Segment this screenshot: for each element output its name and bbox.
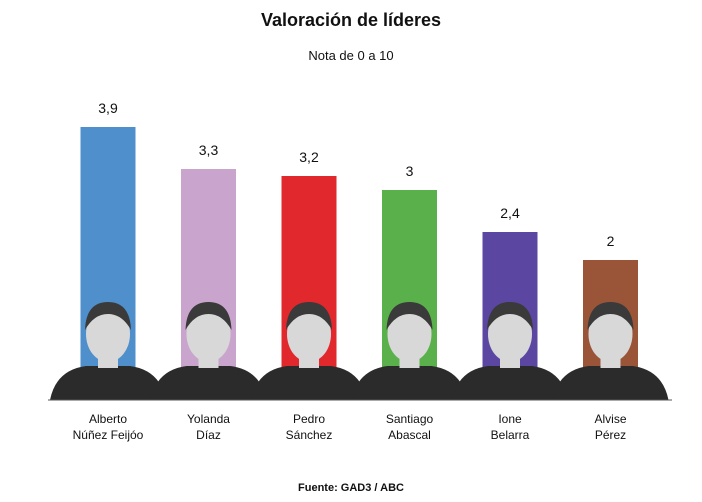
photo-hair [487, 302, 533, 330]
photo-face [588, 306, 633, 362]
photo-shoulders [150, 366, 267, 400]
category-label: Yolanda [187, 412, 230, 426]
photo-shoulders [552, 366, 669, 400]
leader-photo [452, 302, 568, 400]
value-label: 3,3 [199, 142, 219, 158]
category-label: Alvise [594, 412, 626, 426]
category-label: Alberto [89, 412, 127, 426]
bar-group: 3,9 Alberto Núñez Feijóo [50, 100, 166, 442]
bar-group: 3,3 Yolanda Díaz [150, 142, 267, 442]
photo-hair [85, 302, 131, 330]
photo-shoulders [452, 366, 568, 400]
category-label: Pérez [595, 428, 626, 442]
category-label: Ione [498, 412, 522, 426]
chart-subtitle: Nota de 0 a 10 [308, 48, 394, 63]
bar-group: 2,4 Ione Belarra [452, 205, 568, 442]
photo-face [287, 306, 331, 362]
bar-group: 2 Alvise Pérez [552, 233, 669, 442]
value-label: 3,9 [98, 100, 118, 116]
photo-hair [185, 302, 232, 330]
leader-photo [50, 302, 166, 400]
value-label: 3,2 [299, 149, 319, 165]
category-label: Sánchez [286, 428, 333, 442]
value-label: 2 [607, 233, 615, 249]
category-label: Abascal [388, 428, 431, 442]
leader-photo [351, 302, 468, 400]
bar-group: 3,2 Pedro Sánchez [251, 149, 367, 442]
photo-hair [587, 302, 634, 330]
source-note: Fuente: GAD3 / ABC [298, 482, 404, 494]
photo-face [86, 306, 130, 362]
photo-face [488, 306, 532, 362]
leader-photo [251, 302, 367, 400]
category-label: Díaz [196, 428, 221, 442]
value-label: 2,4 [500, 205, 520, 221]
category-label: Pedro [293, 412, 325, 426]
leader-photo [552, 302, 669, 400]
chart-title: Valoración de líderes [260, 10, 442, 30]
category-label: Santiago [386, 412, 434, 426]
photo-face [387, 306, 432, 362]
photo-hair [386, 302, 433, 330]
category-label: Belarra [491, 428, 530, 442]
photo-hair [286, 302, 332, 330]
value-label: 3 [406, 163, 414, 179]
photo-shoulders [251, 366, 367, 400]
bar-group: 3 Santiago Abascal [351, 163, 468, 442]
leader-photo [150, 302, 267, 400]
photo-shoulders [351, 366, 468, 400]
category-label: Núñez Feijóo [73, 428, 144, 442]
photo-shoulders [50, 366, 166, 400]
photo-face [186, 306, 231, 362]
